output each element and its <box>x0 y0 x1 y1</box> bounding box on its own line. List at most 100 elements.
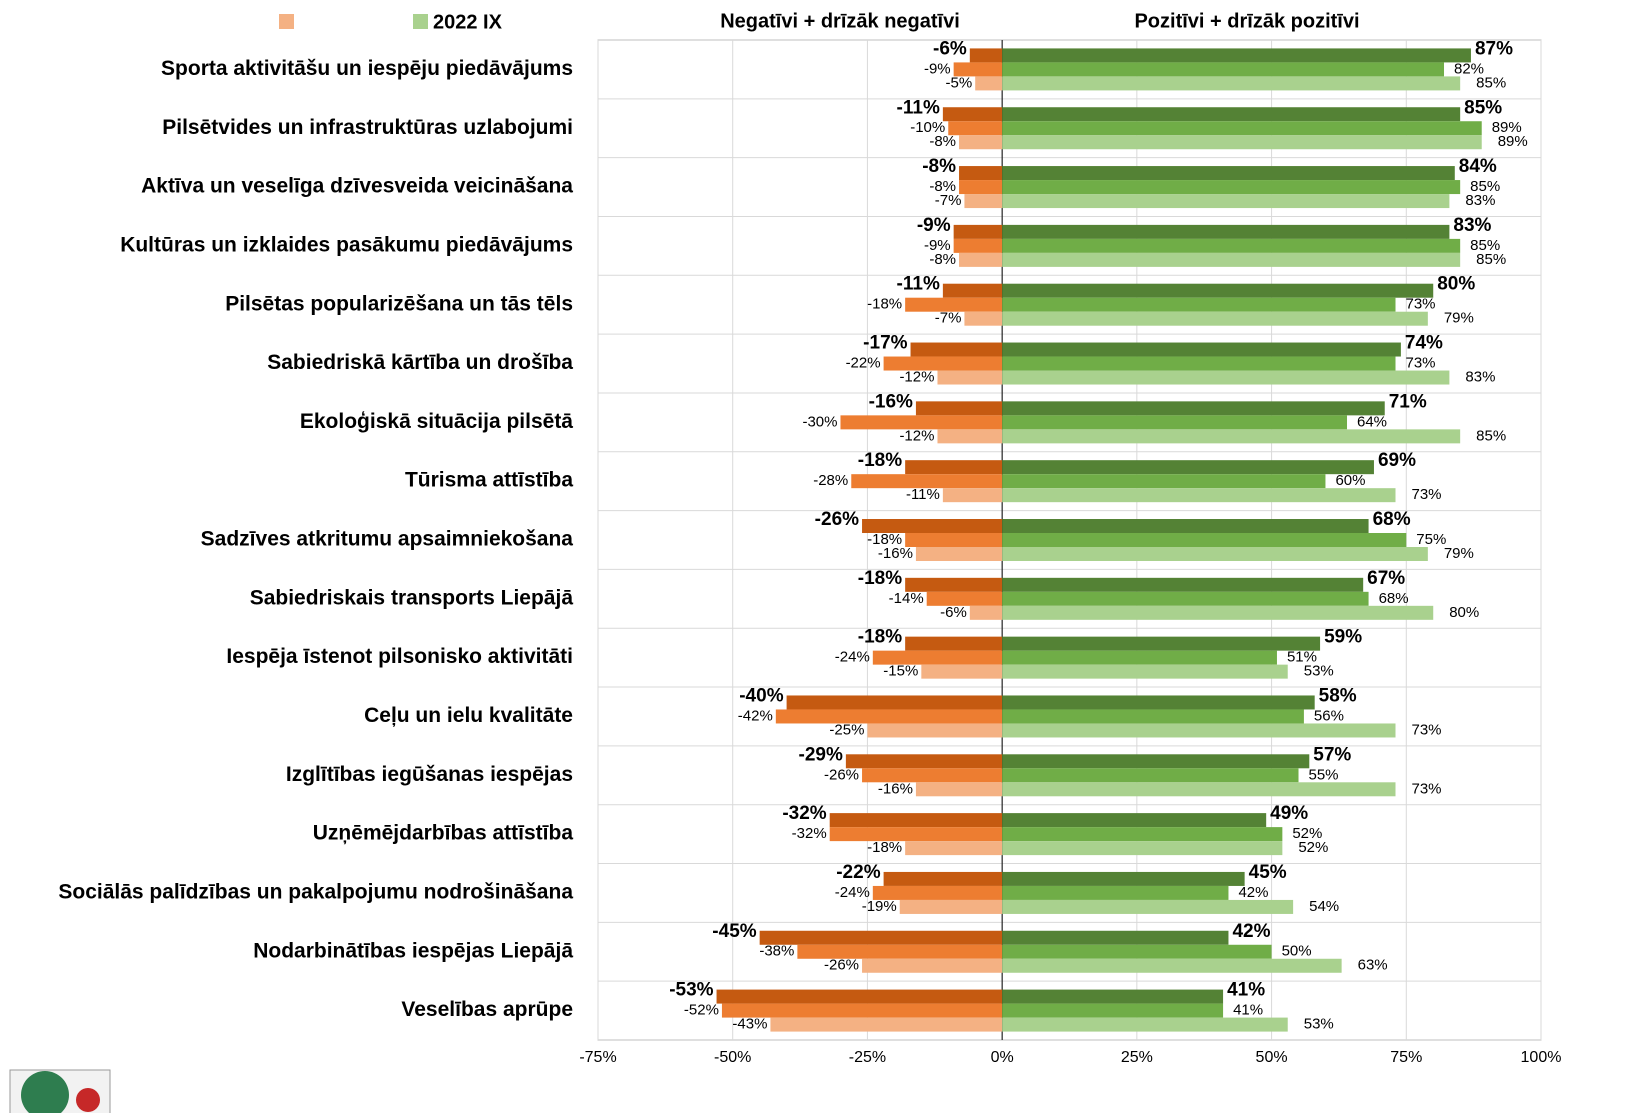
bar <box>1002 591 1369 606</box>
category-label: Pilsētvides un infrastruktūras uzlabojum… <box>162 116 573 139</box>
value-label: 73% <box>1412 780 1442 797</box>
value-label: -17% <box>863 333 907 354</box>
value-label: 85% <box>1470 237 1500 254</box>
value-label: 85% <box>1470 178 1500 195</box>
category-label: Sabiedriskais transports Liepājā <box>250 586 574 609</box>
value-label: 85% <box>1464 97 1502 118</box>
bar <box>1002 827 1283 842</box>
bar <box>905 533 1003 547</box>
value-label: 73% <box>1406 296 1436 313</box>
value-label: -5% <box>946 74 973 91</box>
value-label: -26% <box>824 957 859 974</box>
bar <box>1002 76 1461 91</box>
value-label: -40% <box>739 685 783 706</box>
bar <box>1002 944 1272 959</box>
bar <box>942 488 1003 503</box>
value-label: 41% <box>1233 1002 1263 1019</box>
value-label: -25% <box>829 721 864 738</box>
value-label: -8% <box>929 251 956 268</box>
value-label: 54% <box>1309 898 1339 915</box>
bar <box>1002 297 1396 312</box>
value-label: 67% <box>1367 568 1405 589</box>
bar <box>1002 48 1471 63</box>
value-label: 41% <box>1227 980 1265 1001</box>
bar <box>1002 474 1326 489</box>
value-label: -24% <box>835 884 870 901</box>
bar <box>964 194 1003 209</box>
value-label: -12% <box>899 427 934 444</box>
category-label: Nodarbinātības iespējas Liepājā <box>253 939 573 962</box>
bar <box>1002 519 1369 533</box>
value-label: -12% <box>899 368 934 385</box>
bar <box>1002 342 1401 357</box>
bar <box>915 401 1003 416</box>
value-label: 85% <box>1476 251 1506 268</box>
value-label: -8% <box>929 133 956 150</box>
bar <box>1002 370 1450 385</box>
bar <box>1002 605 1434 620</box>
value-label: 79% <box>1444 310 1474 327</box>
bar <box>905 636 1003 651</box>
value-label: -9% <box>924 60 951 77</box>
bar <box>1002 695 1315 710</box>
value-label: 52% <box>1298 839 1328 856</box>
bar <box>915 782 1003 797</box>
bar <box>1002 813 1267 828</box>
value-label: 57% <box>1313 744 1351 765</box>
category-label: Sabiedriskā kārtība un drošība <box>267 351 573 374</box>
bar <box>926 591 1003 606</box>
bar <box>797 944 1003 959</box>
bar <box>872 650 1003 665</box>
value-label: -18% <box>867 296 902 313</box>
value-label: -16% <box>878 780 913 797</box>
bar <box>862 768 1003 783</box>
value-label: 53% <box>1304 663 1334 680</box>
bar <box>867 723 1003 738</box>
bar <box>883 871 1003 886</box>
value-label: -28% <box>813 472 848 489</box>
value-label: -26% <box>824 766 859 783</box>
bar <box>1002 460 1374 475</box>
value-label: 56% <box>1314 707 1344 724</box>
value-label: 83% <box>1465 368 1495 385</box>
value-label: -30% <box>802 413 837 430</box>
bar <box>921 664 1003 679</box>
value-label: -42% <box>738 707 773 724</box>
value-label: 73% <box>1406 354 1436 371</box>
value-label: -11% <box>897 274 940 295</box>
header-negative: Negatīvi + drīzāk negatīvi <box>720 10 960 32</box>
value-label: 80% <box>1449 604 1479 621</box>
bar <box>1002 547 1428 561</box>
category-label: Tūrisma attīstība <box>405 469 573 492</box>
bar <box>1002 664 1288 679</box>
bar <box>1002 107 1461 122</box>
bar <box>829 813 1003 828</box>
value-label: -19% <box>862 898 897 915</box>
bar <box>905 577 1003 592</box>
bar <box>1002 401 1385 416</box>
value-label: 55% <box>1309 766 1339 783</box>
x-tick-label: -50% <box>714 1049 751 1066</box>
value-label: -53% <box>669 980 713 1001</box>
value-label: 52% <box>1292 825 1322 842</box>
value-label: -18% <box>858 568 902 589</box>
bar <box>1002 224 1450 239</box>
x-tick-label: 100% <box>1521 1049 1562 1066</box>
value-label: -11% <box>897 97 940 118</box>
value-label: -45% <box>712 921 756 942</box>
value-label: 84% <box>1459 156 1497 177</box>
bar <box>975 76 1003 91</box>
bar <box>948 121 1003 136</box>
value-label: 51% <box>1287 649 1317 666</box>
value-label: 85% <box>1476 74 1506 91</box>
category-label: Kultūras un izklaides pasākumu piedāvāju… <box>120 233 573 256</box>
value-label: 63% <box>1358 957 1388 974</box>
bar <box>1002 311 1428 326</box>
bar <box>942 283 1003 298</box>
bar <box>1002 180 1461 195</box>
value-label: -32% <box>782 803 826 824</box>
value-label: 74% <box>1405 333 1443 354</box>
bar <box>1002 533 1407 547</box>
bar <box>1002 709 1304 724</box>
value-label: -9% <box>924 237 951 254</box>
